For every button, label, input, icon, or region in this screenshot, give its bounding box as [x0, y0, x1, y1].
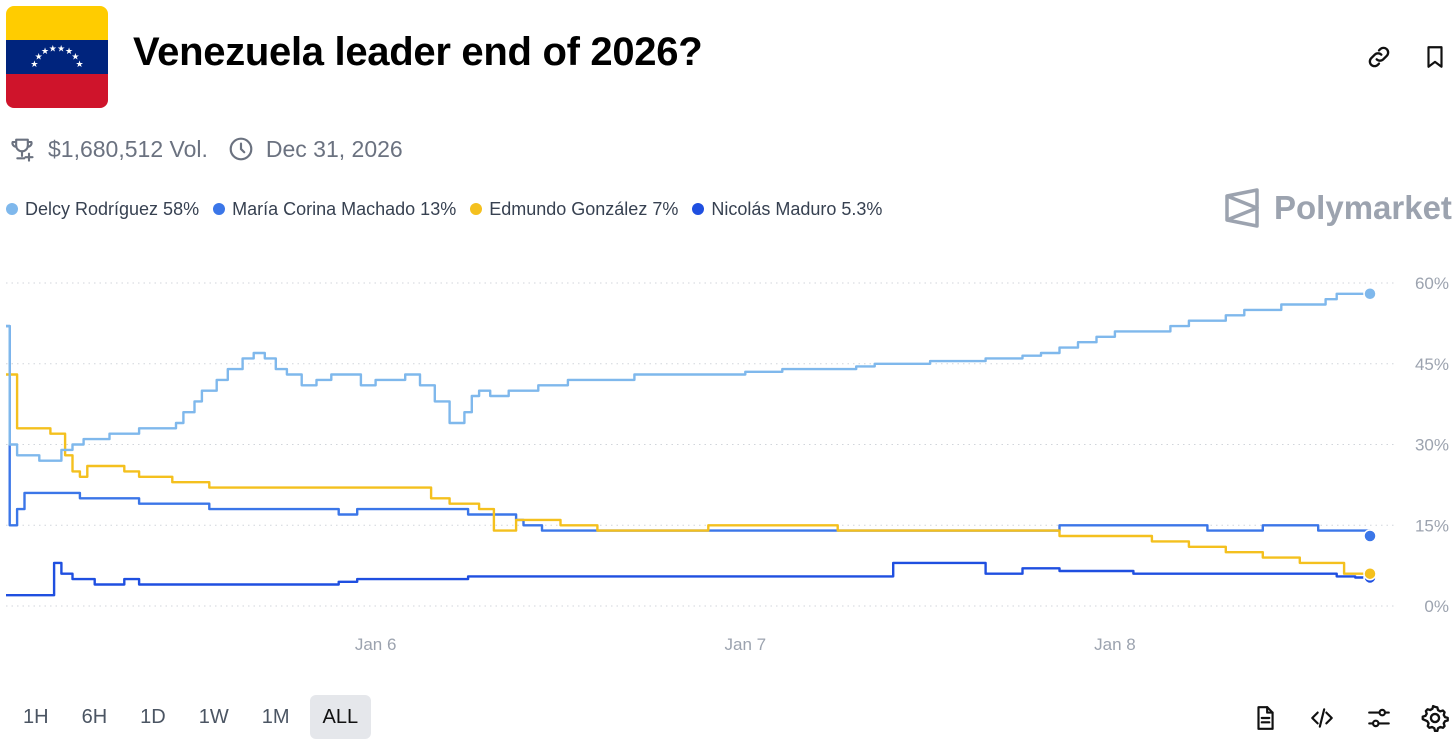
- series-line: [6, 373, 1370, 575]
- legend-dot: [213, 203, 226, 215]
- polymarket-logo-icon: [1225, 188, 1259, 228]
- link-icon[interactable]: [1364, 42, 1394, 72]
- market-meta: $1,680,512 Vol. Dec 31, 2026: [8, 133, 403, 165]
- legend-dot: [6, 203, 18, 215]
- legend-dot: [470, 203, 483, 215]
- flag-star: ★: [57, 43, 65, 53]
- clock-icon: [228, 136, 254, 162]
- range-button[interactable]: 1H: [23, 706, 49, 728]
- document-icon[interactable]: [1250, 703, 1280, 733]
- chart-legend: Delcy Rodríguez 58% María Corina Machado …: [6, 196, 896, 222]
- legend-label: María Corina Machado 13%: [232, 198, 457, 219]
- flag-stripe-red: [6, 74, 108, 108]
- series-line: [6, 324, 1372, 536]
- end-date-text: Dec 31, 2026: [265, 135, 403, 162]
- legend-item[interactable]: Delcy Rodríguez 58%: [6, 199, 199, 220]
- legend-label: Edmundo González 7%: [489, 198, 679, 219]
- range-button[interactable]: 1D: [140, 706, 166, 728]
- page-title: Venezuela leader end of 2026?: [133, 30, 703, 74]
- series-line: [6, 292, 1370, 462]
- range-button[interactable]: 6H: [81, 706, 108, 728]
- range-button[interactable]: 1W: [198, 706, 229, 728]
- flag-stars: ★★★ ★ ★ ★★★: [30, 43, 84, 69]
- flag-star: ★: [35, 52, 43, 62]
- price-history-chart: 0% 15% 30% 45% 60% Jan 6 Jan 7 Jan 8: [6, 274, 1449, 654]
- range-button[interactable]: ALL: [309, 695, 372, 739]
- series-end-dot: [1363, 287, 1377, 301]
- range-button[interactable]: 1M: [261, 706, 290, 728]
- brand-name: Polymarket: [1274, 189, 1452, 226]
- legend-label: Nicolás Maduro 5.3%: [711, 198, 883, 219]
- flag-stripe-blue: [6, 40, 108, 74]
- flag-star: ★: [76, 59, 84, 69]
- sliders-icon[interactable]: [1364, 703, 1394, 733]
- series-end-dot: [1363, 566, 1377, 581]
- flag-stripe-yellow: [6, 6, 108, 40]
- flag-star: ★: [71, 52, 79, 62]
- legend-dot: [692, 203, 705, 215]
- polymarket-brand: Polymarket: [1224, 188, 1452, 228]
- flag-star: ★: [30, 59, 38, 69]
- venezuela-flag: ★ ★ ★ ★ ★ ★ ★ ★: [6, 6, 108, 108]
- legend-item[interactable]: Edmundo González 7%: [470, 199, 678, 220]
- y-tick-label: 30%: [1415, 436, 1449, 455]
- legend-item[interactable]: María Corina Machado 13%: [213, 199, 456, 220]
- embed-code-icon[interactable]: [1307, 703, 1337, 733]
- y-tick-label: 0%: [1424, 597, 1449, 616]
- volume-text: $1,680,512 Vol.: [48, 135, 208, 162]
- legend-item[interactable]: Nicolás Maduro 5.3%: [692, 199, 882, 220]
- x-tick-label: Jan 8: [1094, 635, 1136, 654]
- bookmark-icon[interactable]: [1420, 42, 1450, 72]
- series-end-dot: [1363, 529, 1377, 543]
- legend-label: Delcy Rodríguez 58%: [25, 198, 200, 219]
- flag-star: ★: [65, 46, 73, 56]
- y-tick-label: 60%: [1415, 274, 1449, 293]
- flag-star: ★: [49, 43, 57, 53]
- series-line: [6, 561, 1370, 597]
- x-tick-label: Jan 6: [355, 635, 397, 654]
- x-tick-label: Jan 7: [724, 635, 766, 654]
- trophy-icon: [8, 135, 36, 163]
- y-tick-label: 15%: [1415, 516, 1449, 535]
- time-range-selector[interactable]: 1H 6H 1D 1W 1M ALL: [10, 695, 378, 739]
- settings-icon[interactable]: [1420, 703, 1450, 733]
- y-tick-label: 45%: [1415, 355, 1449, 374]
- flag-star: ★: [41, 46, 49, 56]
